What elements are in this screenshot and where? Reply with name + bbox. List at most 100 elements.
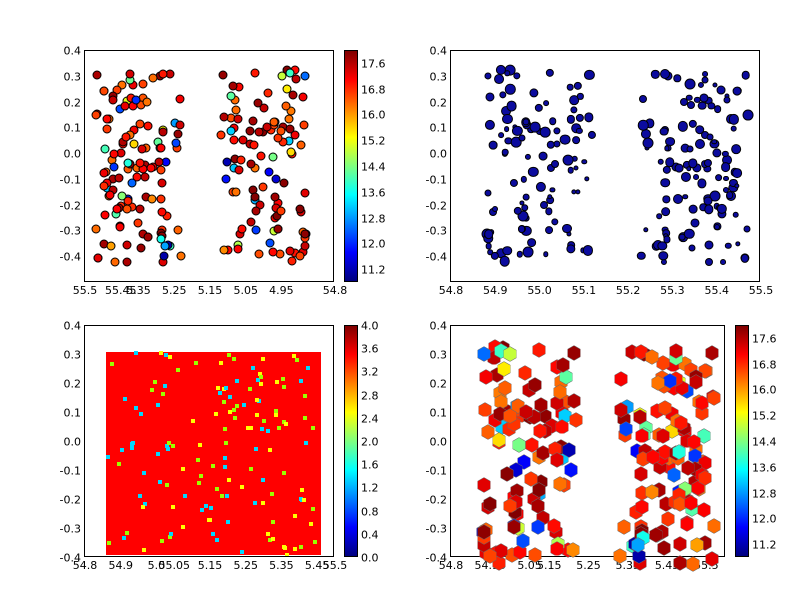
xtick: 55.0 [527, 281, 552, 296]
scatter-point [702, 71, 708, 77]
scatter-point [547, 140, 555, 148]
scatter-point [659, 251, 668, 260]
scatter-point [283, 85, 292, 94]
scatter-point [100, 169, 109, 178]
scatter-point [741, 71, 750, 80]
scatter-point [250, 140, 259, 149]
heatmap-speck [181, 467, 185, 471]
scatter-point [530, 122, 541, 133]
hex-cell [477, 478, 490, 493]
heatmap-speck [224, 386, 228, 390]
heatmap-speck [268, 448, 272, 452]
heatmap-speck [198, 443, 202, 447]
heatmap-speck [208, 518, 212, 522]
panel-br: -0.4-0.3-0.2-0.10.00.10.20.30.454.854.95… [450, 325, 725, 557]
scatter-point [111, 258, 120, 267]
scatter-point [661, 207, 671, 217]
scatter-point [660, 69, 670, 79]
scatter-point [280, 178, 289, 187]
hex-cell [697, 503, 710, 518]
xtick: 5.35 [126, 281, 151, 296]
hex-cell [570, 412, 583, 427]
ytick: 0.4 [430, 46, 452, 57]
xtick: 5.25 [576, 556, 601, 571]
heatmap-speck [130, 442, 134, 446]
heatmap-speck [293, 547, 297, 551]
heatmap-speck [292, 354, 296, 358]
xtick: 5.15 [198, 281, 223, 296]
scatter-point [660, 178, 670, 188]
heatmap-speck [261, 501, 265, 505]
hex-cell [531, 499, 544, 514]
heatmap-speck [266, 429, 270, 433]
scatter-point [234, 115, 243, 124]
colorbar-tick: 2.0 [357, 437, 379, 448]
ytick: 0.4 [430, 321, 452, 332]
scatter-point [137, 244, 146, 253]
xtick: 5.25 [162, 281, 187, 296]
heatmap-speck [199, 474, 203, 478]
heatmap-speck [235, 379, 239, 383]
scatter-point [236, 156, 245, 165]
ytick: 0.3 [64, 350, 86, 361]
heatmap-speck [293, 514, 297, 518]
heatmap-speck [283, 546, 287, 550]
heatmap-speck [253, 501, 257, 505]
heatmap-speck [167, 441, 171, 445]
scatter-point [720, 259, 726, 265]
heatmap-speck [218, 391, 222, 395]
heatmap-speck [158, 480, 162, 484]
heatmap-speck [302, 498, 306, 502]
scatter-point [732, 168, 742, 178]
scatter-point [219, 71, 228, 80]
hex-cell [635, 499, 648, 514]
scatter-point [566, 244, 575, 253]
scatter-point [158, 178, 167, 187]
colorbar-tick: 14.4 [748, 437, 777, 448]
ytick: -0.1 [426, 466, 451, 477]
hex-cell [663, 374, 676, 389]
scatter-point [252, 207, 261, 216]
scatter-point [502, 114, 512, 124]
heatmap-speck [164, 353, 168, 357]
scatter-point [132, 96, 141, 105]
heatmap-speck [106, 455, 110, 459]
colorbar-tick: 12.8 [357, 213, 386, 224]
hex-cell [646, 485, 659, 500]
scatter-point [249, 117, 258, 126]
scatter-point [143, 97, 152, 106]
hex-cell [675, 415, 688, 430]
scatter-point [502, 149, 509, 156]
scatter-point [680, 98, 688, 106]
heatmap-speck [142, 471, 146, 475]
hex-cell [667, 467, 680, 482]
scatter-point [715, 174, 723, 182]
scatter-point [559, 134, 570, 145]
scatter-point [681, 172, 691, 182]
heatmap-speck [262, 419, 266, 423]
scatter-point [230, 136, 239, 145]
heatmap-speck [215, 538, 219, 542]
scatter-point [287, 257, 296, 266]
heatmap-speck [215, 487, 219, 491]
ytick: -0.3 [60, 226, 85, 237]
hex-cell [647, 450, 660, 465]
scatter-point [663, 196, 670, 203]
scatter-point [490, 252, 498, 260]
colorbar-tick: 3.6 [357, 344, 379, 355]
colorbar-tick: 12.0 [748, 514, 777, 525]
hex-cell [513, 438, 526, 453]
scatter-point [265, 238, 274, 247]
scatter-point [234, 244, 243, 253]
scatter-point [122, 205, 131, 214]
hex-cell [519, 404, 532, 419]
heatmap-speck [242, 403, 246, 407]
scatter-point [571, 106, 578, 113]
ytick: -0.4 [60, 252, 85, 263]
heatmap-speck [139, 412, 143, 416]
scatter-point [562, 224, 572, 234]
scatter-point [276, 206, 285, 215]
scatter-point [582, 159, 587, 164]
ytick: -0.2 [426, 200, 451, 211]
hex-cell [524, 472, 537, 487]
